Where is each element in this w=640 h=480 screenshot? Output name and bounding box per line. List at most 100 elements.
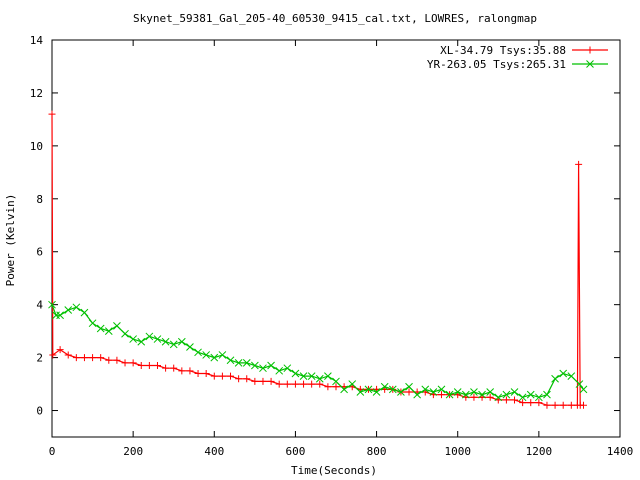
- data-point: [267, 361, 275, 370]
- data-point: [559, 401, 567, 409]
- data-point: [80, 308, 89, 317]
- data-point: [551, 401, 559, 409]
- data-point: [324, 383, 332, 391]
- data-point: [218, 351, 227, 359]
- data-point: [56, 346, 64, 354]
- y-tick-label: 10: [30, 140, 43, 153]
- data-point: [502, 396, 510, 404]
- data-point: [186, 343, 194, 351]
- data-point: [162, 364, 170, 372]
- x-tick-label: 1000: [444, 445, 471, 458]
- data-point: [470, 393, 478, 401]
- data-point: [332, 377, 340, 386]
- legend-marker: [586, 46, 594, 54]
- data-point: [242, 359, 251, 367]
- data-point: [559, 369, 568, 378]
- data-point: [104, 327, 113, 335]
- data-point: [567, 372, 576, 380]
- data-point: [105, 356, 113, 364]
- data-point: [186, 367, 194, 375]
- data-point: [575, 160, 583, 168]
- data-point: [137, 337, 146, 346]
- data-point: [291, 380, 299, 388]
- series-2: [48, 300, 588, 402]
- data-point: [526, 390, 535, 399]
- data-point: [113, 356, 121, 364]
- y-axis: 0 2 4 6 8 10 12 14: [30, 34, 620, 418]
- data-point: [388, 385, 397, 394]
- legend-label: XL-34.79 Tsys:35.88: [440, 44, 566, 57]
- data-point: [267, 377, 275, 385]
- data-point: [226, 356, 235, 365]
- series-layer: [48, 110, 588, 409]
- data-point: [235, 375, 243, 383]
- data-point: [470, 388, 478, 396]
- data-point: [307, 372, 316, 380]
- data-point: [551, 374, 559, 383]
- data-point: [324, 372, 332, 380]
- data-point: [169, 340, 178, 349]
- x-tick-label: 1400: [607, 445, 634, 458]
- data-point: [421, 385, 430, 394]
- data-point: [48, 300, 56, 309]
- data-point: [178, 367, 186, 375]
- data-point: [88, 319, 97, 328]
- data-point: [511, 396, 519, 404]
- data-point: [291, 369, 300, 378]
- y-tick-label: 6: [36, 246, 43, 259]
- data-point: [356, 388, 365, 396]
- data-point: [364, 385, 373, 394]
- data-point: [543, 401, 551, 409]
- data-point: [429, 388, 438, 396]
- data-point: [579, 385, 588, 394]
- data-point: [121, 329, 129, 338]
- data-point: [445, 390, 454, 399]
- data-point: [153, 362, 161, 370]
- data-point: [372, 388, 381, 396]
- data-point: [210, 353, 219, 362]
- data-point: [316, 380, 324, 388]
- data-point: [486, 388, 495, 396]
- data-point: [283, 380, 291, 388]
- y-axis-label: Power (Kelvin): [4, 194, 17, 287]
- data-point: [575, 380, 584, 388]
- data-point: [64, 351, 72, 359]
- data-point: [519, 399, 527, 407]
- series-line: [51, 114, 584, 406]
- x-axis-label: Time(Seconds): [291, 464, 377, 477]
- data-point: [72, 354, 80, 362]
- data-point: [567, 401, 575, 409]
- legend-marker: [586, 60, 594, 68]
- data-point: [113, 321, 121, 330]
- data-point: [72, 303, 81, 312]
- data-point: [510, 388, 519, 396]
- data-point: [461, 390, 470, 399]
- data-point: [486, 393, 494, 401]
- data-point: [543, 390, 551, 399]
- x-axis: 0 200 400 600 800 1000 1200 1400: [49, 40, 634, 458]
- data-point: [453, 388, 462, 396]
- x-tick-label: 1200: [526, 445, 553, 458]
- data-point: [194, 348, 202, 357]
- data-point: [502, 390, 511, 399]
- legend-label: YR-263.05 Tsys:265.31: [427, 58, 566, 71]
- data-point: [129, 335, 137, 343]
- data-point: [535, 393, 543, 402]
- y-tick-label: 2: [36, 352, 43, 365]
- x-tick-label: 200: [123, 445, 143, 458]
- data-point: [380, 382, 389, 391]
- y-tick-label: 14: [30, 34, 44, 47]
- data-point: [315, 374, 324, 383]
- data-point: [299, 372, 308, 380]
- series-1: [48, 110, 587, 409]
- data-point: [405, 382, 413, 391]
- y-tick-label: 4: [36, 299, 43, 312]
- data-point: [340, 385, 348, 394]
- data-point: [527, 399, 535, 407]
- data-point: [251, 377, 259, 385]
- data-point: [96, 324, 105, 333]
- data-point: [275, 380, 283, 388]
- data-point: [308, 380, 316, 388]
- data-point: [177, 337, 186, 346]
